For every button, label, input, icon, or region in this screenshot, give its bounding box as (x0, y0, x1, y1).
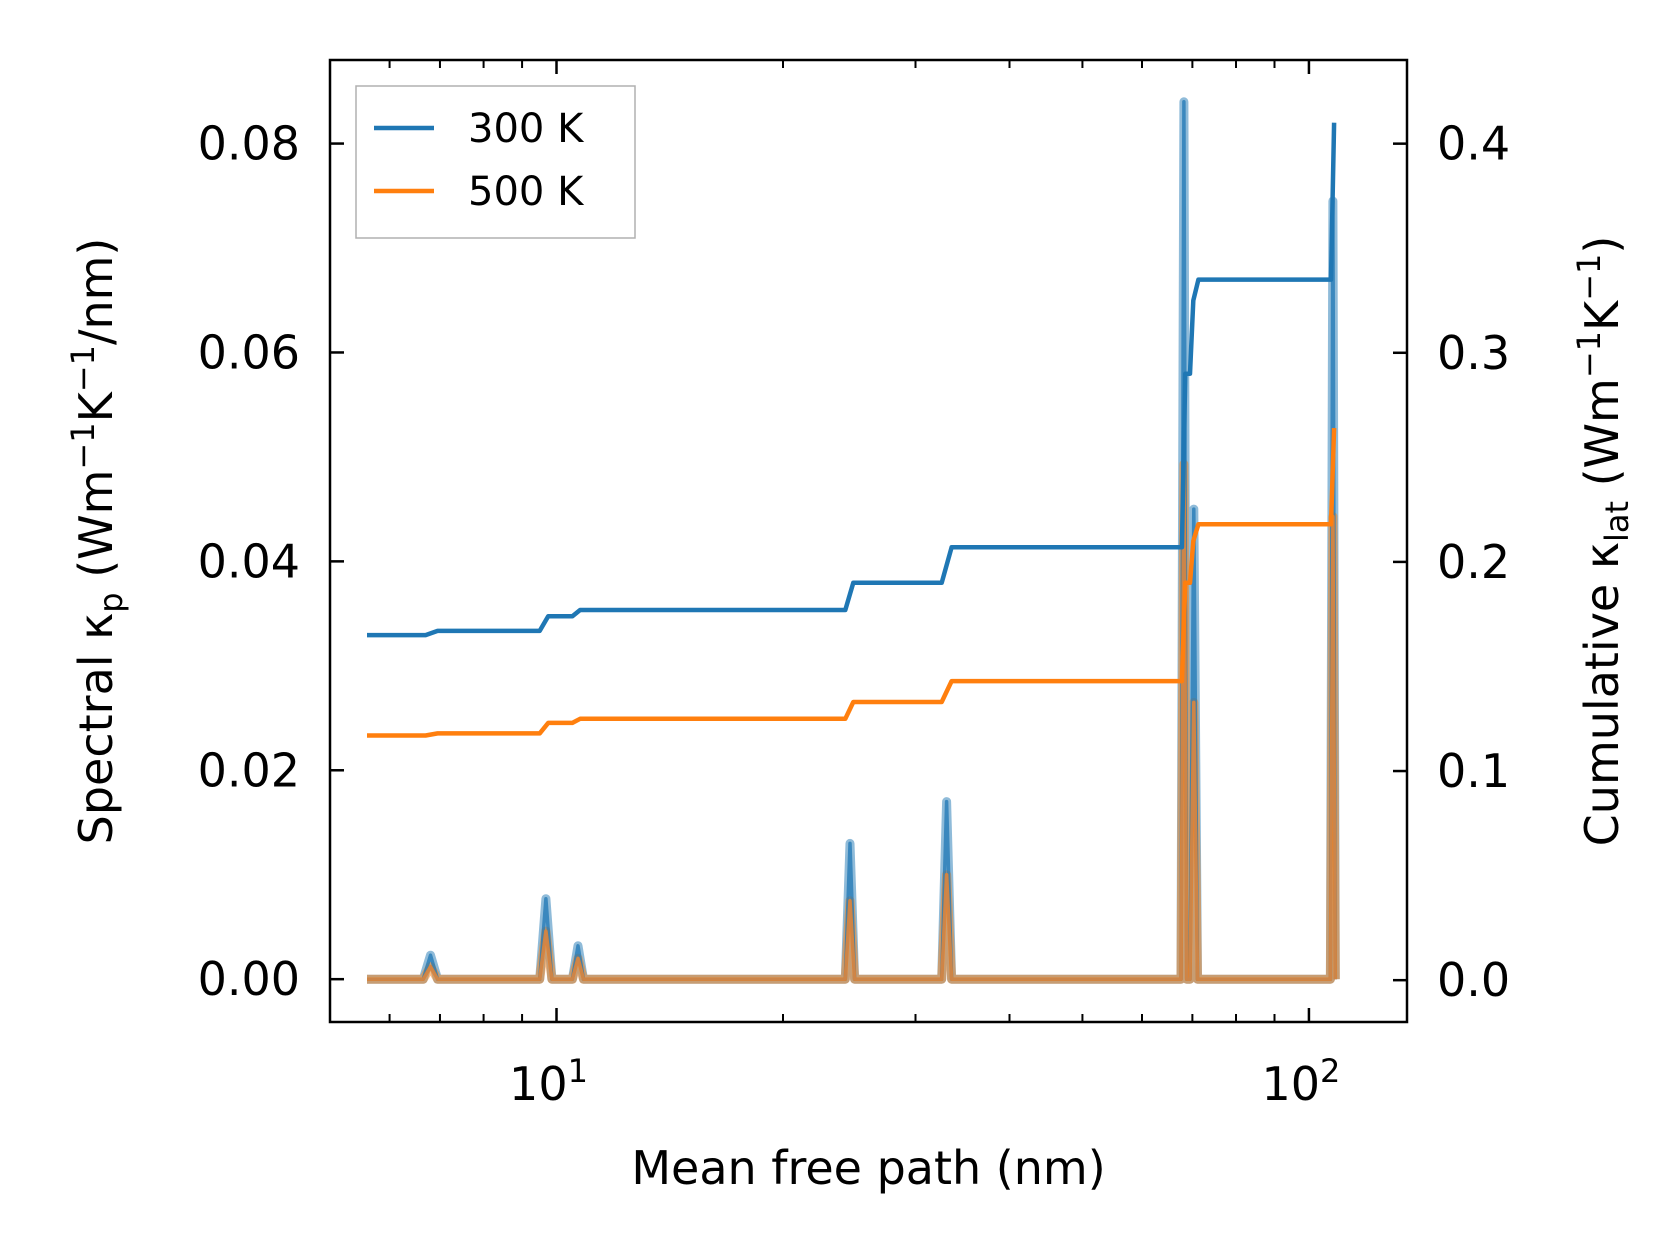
y-left-mid: K (69, 390, 123, 422)
legend: 300 K 500 K (355, 85, 636, 239)
y-left-tick-label: 0.04 (198, 534, 300, 588)
y-left-tick-label: 0.06 (198, 325, 300, 379)
x-tick-base: 10 (509, 1057, 568, 1111)
y-right-tick-label: 0.2 (1437, 535, 1510, 589)
y-right-mid: K (1575, 299, 1629, 331)
y-left-sup2: −1 (64, 345, 102, 392)
y-right-tick-label: 0.4 (1437, 117, 1510, 171)
y-right-end: ) (1575, 236, 1629, 254)
y-left-tick-label: 0.02 (198, 743, 300, 797)
cumulative-line-500k (367, 428, 1337, 738)
x-tick-exponent: 1 (568, 1052, 588, 1090)
series-group (367, 97, 1340, 984)
x-tick-label: 102 (1261, 1052, 1340, 1111)
x-tick-label: 101 (509, 1052, 588, 1111)
y-left-prefix: Spectral κ (69, 613, 123, 845)
y-right-sub: lat (1598, 501, 1636, 542)
y-right-tick-label: 0.3 (1437, 326, 1510, 380)
y-axis-right-title: Cumulative κlat (Wm−1K−1) (1570, 236, 1636, 847)
y-left-unit-open: (Wm (69, 470, 123, 593)
y-right-tick-label: 0.0 (1437, 953, 1510, 1007)
y-right-tick-label: 0.1 (1437, 744, 1510, 798)
legend-box (355, 85, 636, 239)
plot-frame (328, 58, 1409, 1024)
y-right-prefix: Cumulative κ (1575, 542, 1629, 846)
x-axis-title: Mean free path (nm) (631, 1141, 1105, 1195)
y-left-sup1: −1 (64, 422, 102, 469)
x-tick-exponent: 2 (1320, 1052, 1340, 1090)
y-left-tick-label: 0.08 (198, 117, 300, 171)
y-left-end: /nm) (69, 238, 123, 345)
y-axis-left-title: Spectral κp (Wm−1K−1/nm) (64, 238, 130, 845)
cumulative-line-300k (367, 122, 1337, 638)
spectral-overlap-line (367, 462, 1337, 981)
legend-label-500k: 500 K (468, 169, 585, 215)
y-left-sub: p (92, 592, 130, 612)
y-right-unit-open: (Wm (1575, 378, 1629, 501)
legend-label-300k: 300 K (468, 106, 585, 152)
x-tick-base: 10 (1261, 1057, 1320, 1111)
y-left-tick-label: 0.00 (198, 952, 300, 1006)
y-right-sup1: −1 (1570, 331, 1608, 378)
y-right-sup2: −1 (1570, 254, 1608, 301)
chart-marks (367, 97, 1340, 984)
